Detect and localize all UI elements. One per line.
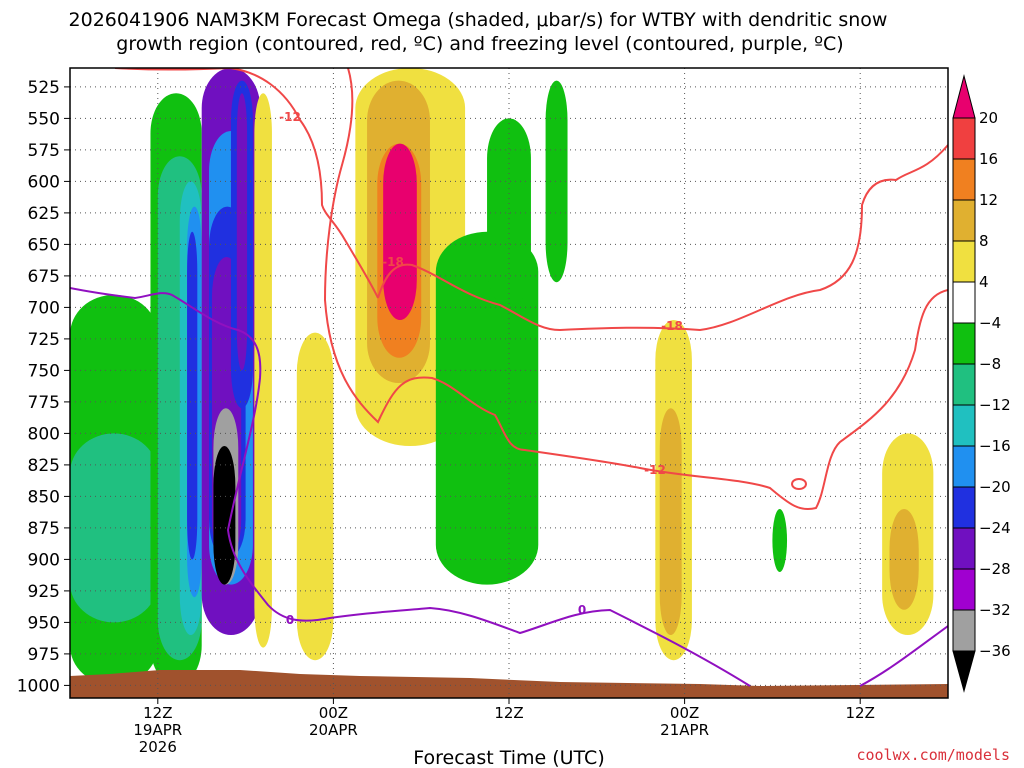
freezing-label: 0 — [578, 603, 586, 617]
dgz-contour-1 — [377, 144, 948, 332]
chart-title-line1: 2026041906 NAM3KM Forecast Omega (shaded… — [69, 9, 888, 31]
omega-region-1 — [70, 433, 158, 623]
colorbar-label: −12 — [979, 396, 1011, 414]
omega-region-6 — [187, 231, 198, 560]
y-tick-label: 675 — [28, 267, 60, 287]
x-axis-label: Forecast Time (UTC) — [413, 747, 604, 768]
y-tick-label: 875 — [28, 519, 60, 539]
colorbar-segment — [952, 117, 976, 160]
colorbar-label: −8 — [979, 355, 1001, 373]
freezing-contour-0 — [70, 287, 751, 687]
y-tick-label: 625 — [28, 204, 60, 224]
credit-text: coolwx.com/models — [856, 746, 1010, 764]
grid-lines — [70, 68, 948, 698]
colorbar-segment — [952, 527, 976, 570]
omega-region-26 — [772, 509, 788, 572]
x-tick-label: 12Z — [494, 704, 523, 722]
omega-region-28 — [889, 509, 919, 610]
dgz-label: -12 — [279, 110, 301, 124]
freezing-label: 0 — [286, 613, 294, 627]
y-tick-label: 550 — [28, 109, 60, 129]
colorbar-segment — [952, 445, 976, 488]
colorbar-label: 4 — [979, 273, 989, 291]
colorbar-segment — [952, 199, 976, 242]
y-tick-label: 725 — [28, 330, 60, 350]
colorbar-segment — [952, 404, 976, 447]
y-tick-label: 650 — [28, 235, 60, 255]
freezing-contour-1 — [859, 625, 948, 687]
omega-shading — [70, 68, 934, 686]
y-tick-label: 750 — [28, 361, 60, 381]
y-tick-label: 525 — [28, 78, 60, 98]
colorbar-segment — [952, 609, 976, 652]
x-tick-label: 00Z — [670, 704, 699, 722]
y-tick-label: 900 — [28, 550, 60, 570]
omega-region-23 — [545, 80, 568, 283]
colorbar-segment — [952, 240, 976, 283]
colorbar-segment — [952, 486, 976, 529]
colorbar-label: −24 — [979, 519, 1011, 537]
y-tick-label: 800 — [28, 424, 60, 444]
omega-region-15 — [254, 93, 272, 648]
y-tick-label: 700 — [28, 298, 60, 318]
y-tick-label: 975 — [28, 645, 60, 665]
x-tick-label: 2026 — [139, 738, 177, 756]
colorbar-segment — [952, 322, 976, 365]
dgz-label: -18 — [382, 255, 404, 269]
y-tick-label: 850 — [28, 487, 60, 507]
x-tick-label: 12Z — [143, 704, 172, 722]
chart-title-line2: growth region (contoured, red, ºC) and f… — [116, 33, 843, 55]
omega-region-21 — [435, 231, 539, 585]
omega-region-12 — [213, 446, 236, 585]
omega-region-25 — [659, 408, 682, 635]
colorbar-label: 8 — [979, 232, 989, 250]
colorbar-label: 20 — [979, 109, 998, 127]
colorbar-label: −36 — [979, 642, 1011, 660]
colorbar-segment — [952, 281, 976, 324]
y-tick-label: 925 — [28, 582, 60, 602]
contour-lines: -12 -18 -18 -12 0 0 — [70, 68, 948, 687]
dgz-label: -18 — [661, 319, 683, 333]
y-tick-label: 950 — [28, 613, 60, 633]
colorbar-label: −32 — [979, 601, 1011, 619]
x-tick-label: 21APR — [660, 721, 709, 739]
colorbar-segment — [952, 363, 976, 406]
x-tick-label: 19APR — [133, 721, 182, 739]
dgz-contour-0 — [114, 68, 379, 299]
colorbar-label: 16 — [979, 150, 998, 168]
colorbar-bottom-arrow — [952, 650, 976, 693]
x-tick-label: 20APR — [309, 721, 358, 739]
colorbar-segment — [952, 568, 976, 611]
colorbar-label: −28 — [979, 560, 1011, 578]
x-tick-label: 12Z — [846, 704, 875, 722]
colorbar-label: −4 — [979, 314, 1001, 332]
colorbar-label: 12 — [979, 191, 998, 209]
y-tick-label: 575 — [28, 141, 60, 161]
omega-region-22 — [487, 118, 531, 308]
colorbar-segment — [952, 158, 976, 201]
y-tick-label: 1000 — [17, 676, 60, 696]
y-axis-ticks: 525 550 575 600 625 650 675 700 725 750 775 800 825 8… — [17, 78, 70, 696]
y-tick-label: 775 — [28, 393, 60, 413]
colorbar-label: −20 — [979, 478, 1011, 496]
dgz-contour-2 — [323, 68, 948, 510]
dgz-contour-small — [791, 478, 807, 490]
colorbar-top-arrow — [952, 74, 976, 119]
colorbar-label: −16 — [979, 437, 1011, 455]
y-tick-label: 600 — [28, 172, 60, 192]
colorbar: 20 16 12 8 4 −4 −8 −12 −16 −20 −24 −28 −32 −36 — [952, 74, 1011, 693]
x-tick-label: 00Z — [319, 704, 348, 722]
y-tick-label: 825 — [28, 456, 60, 476]
omega-region-20 — [383, 143, 417, 320]
omega-region-14 — [236, 93, 248, 371]
dgz-label: -12 — [644, 463, 666, 477]
